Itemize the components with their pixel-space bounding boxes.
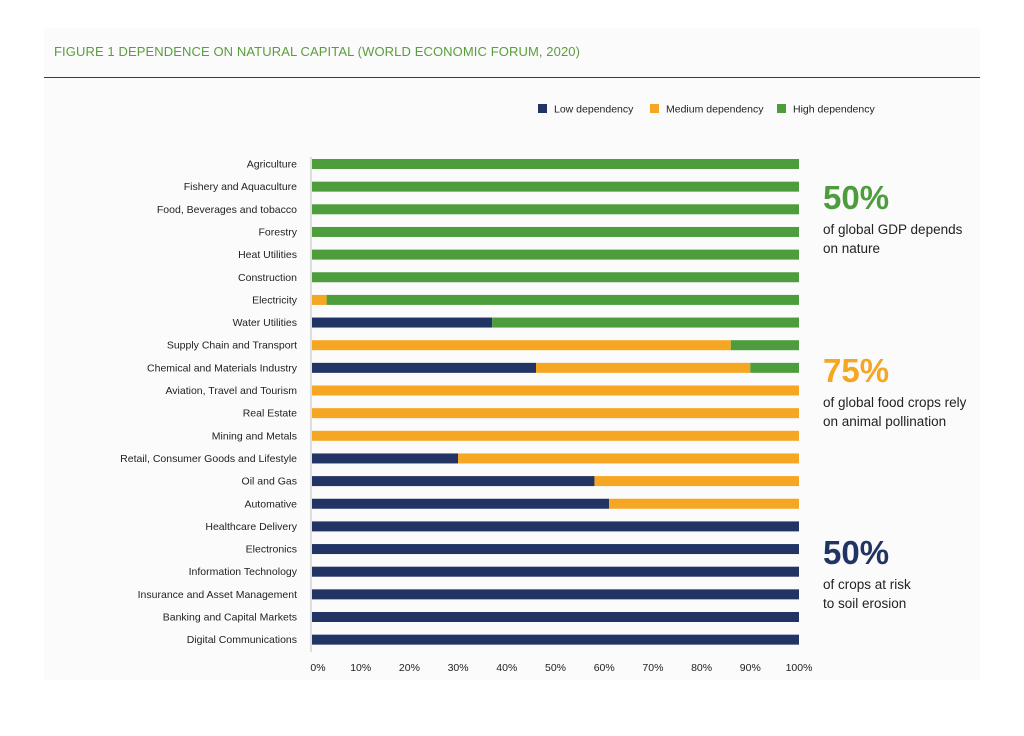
bar-segment-low	[312, 498, 610, 509]
bar-segment-medium	[312, 385, 799, 396]
category-label: Agriculture	[247, 159, 297, 171]
category-label: Automative	[244, 498, 297, 510]
category-labels: Agriculture Fishery and Aquaculture Food, …	[120, 159, 298, 647]
bar-segment-medium	[609, 498, 799, 509]
bar-segment-medium	[312, 340, 731, 351]
category-label: Healthcare Delivery	[205, 521, 297, 533]
category-label: Water Utilities	[233, 317, 297, 329]
legend-swatch-high	[777, 104, 786, 113]
stat-soil-erosion-line1: of crops at risk	[823, 577, 911, 592]
bar-segment-low	[312, 362, 537, 373]
bar-segment-low	[312, 634, 799, 645]
bar-segment-medium	[312, 430, 799, 441]
figure-title: FIGURE 1 DEPENDENCE ON NATURAL CAPITAL (…	[54, 44, 581, 59]
x-tick-label: 30%	[448, 662, 469, 674]
stat-pollination: 75% of global food crops rely on animal …	[823, 353, 966, 431]
stat-soil-erosion-line2: to soil erosion	[823, 596, 907, 611]
x-tick-label: 80%	[691, 662, 712, 674]
stat-pollination-value: 75%	[823, 352, 890, 389]
category-label: Food, Beverages and tobacco	[157, 204, 297, 216]
category-label: Mining and Metals	[212, 430, 297, 442]
stat-pollination-line1: of global food crops rely	[823, 395, 967, 410]
legend-swatch-medium	[650, 104, 659, 113]
category-label: Heat Utilities	[238, 249, 297, 261]
x-tick-labels: 0% 10% 20% 30% 40% 50% 60% 70% 80% 90% 100%	[310, 662, 812, 674]
bar-segment-medium	[312, 294, 327, 305]
bar-segment-medium	[594, 476, 799, 487]
bar-segment-high	[312, 226, 799, 237]
category-label: Electricity	[252, 294, 298, 306]
bar-segment-medium	[312, 408, 799, 419]
bar-segment-high	[312, 159, 799, 169]
legend-label-medium: Medium dependency	[666, 104, 764, 116]
stat-gdp-line2: on nature	[823, 241, 881, 256]
category-label: Supply Chain and Transport	[167, 340, 297, 352]
category-label: Construction	[238, 272, 297, 284]
bar-segment-medium	[536, 362, 751, 373]
category-label: Retail, Consumer Goods and Lifestyle	[120, 453, 297, 465]
title-divider	[44, 77, 980, 78]
stat-pollination-line2: on animal pollination	[823, 414, 947, 429]
bar-segment-high	[312, 272, 799, 283]
bar-segment-high	[730, 340, 799, 351]
category-label: Banking and Capital Markets	[163, 612, 297, 624]
bar-segment-high	[750, 362, 799, 373]
bar-segment-low	[312, 317, 493, 328]
legend-swatch-low	[538, 104, 547, 113]
chart-legend: Low dependency Medium dependency High depe…	[538, 104, 875, 116]
category-label: Chemical and Materials Industry	[147, 362, 298, 374]
category-label: Digital Communications	[187, 634, 297, 646]
bars-group	[312, 159, 799, 645]
bar-segment-low	[312, 566, 799, 577]
legend-label-high: High dependency	[793, 104, 875, 116]
bar-segment-high	[492, 317, 799, 328]
x-tick-label: 50%	[545, 662, 566, 674]
bar-segment-low	[312, 589, 799, 600]
bar-segment-high	[326, 294, 799, 305]
stat-gdp-value: 50%	[823, 179, 890, 216]
x-tick-label: 10%	[350, 662, 371, 674]
stat-soil-erosion: 50% of crops at risk to soil erosion	[823, 535, 911, 613]
category-label: Electronics	[246, 544, 297, 556]
category-label: Fishery and Aquaculture	[184, 181, 297, 193]
x-tick-label: 40%	[496, 662, 517, 674]
bar-segment-medium	[458, 453, 799, 464]
stat-gdp-line1: of global GDP depends	[823, 222, 963, 237]
x-tick-label: 20%	[399, 662, 420, 674]
category-label: Information Technology	[189, 566, 298, 578]
stat-gdp: 50% of global GDP depends on nature	[823, 180, 962, 258]
x-tick-label: 60%	[594, 662, 615, 674]
x-tick-label: 100%	[786, 662, 813, 674]
category-label: Real Estate	[243, 408, 297, 420]
bar-segment-high	[312, 181, 799, 192]
bar-segment-low	[312, 476, 595, 487]
bar-segment-high	[312, 249, 799, 260]
bar-segment-low	[312, 612, 799, 622]
bar-segment-high	[312, 204, 799, 215]
x-tick-label: 70%	[642, 662, 663, 674]
stat-soil-erosion-value: 50%	[823, 534, 890, 571]
category-label: Forestry	[258, 226, 297, 238]
category-label: Aviation, Travel and Tourism	[165, 385, 297, 397]
bar-segment-low	[312, 521, 799, 532]
category-label: Insurance and Asset Management	[138, 589, 297, 601]
category-label: Oil and Gas	[242, 476, 297, 488]
x-tick-label: 0%	[310, 662, 325, 674]
bar-segment-low	[312, 453, 459, 464]
bar-segment-low	[312, 544, 799, 555]
legend-label-low: Low dependency	[554, 104, 634, 116]
x-tick-label: 90%	[740, 662, 761, 674]
